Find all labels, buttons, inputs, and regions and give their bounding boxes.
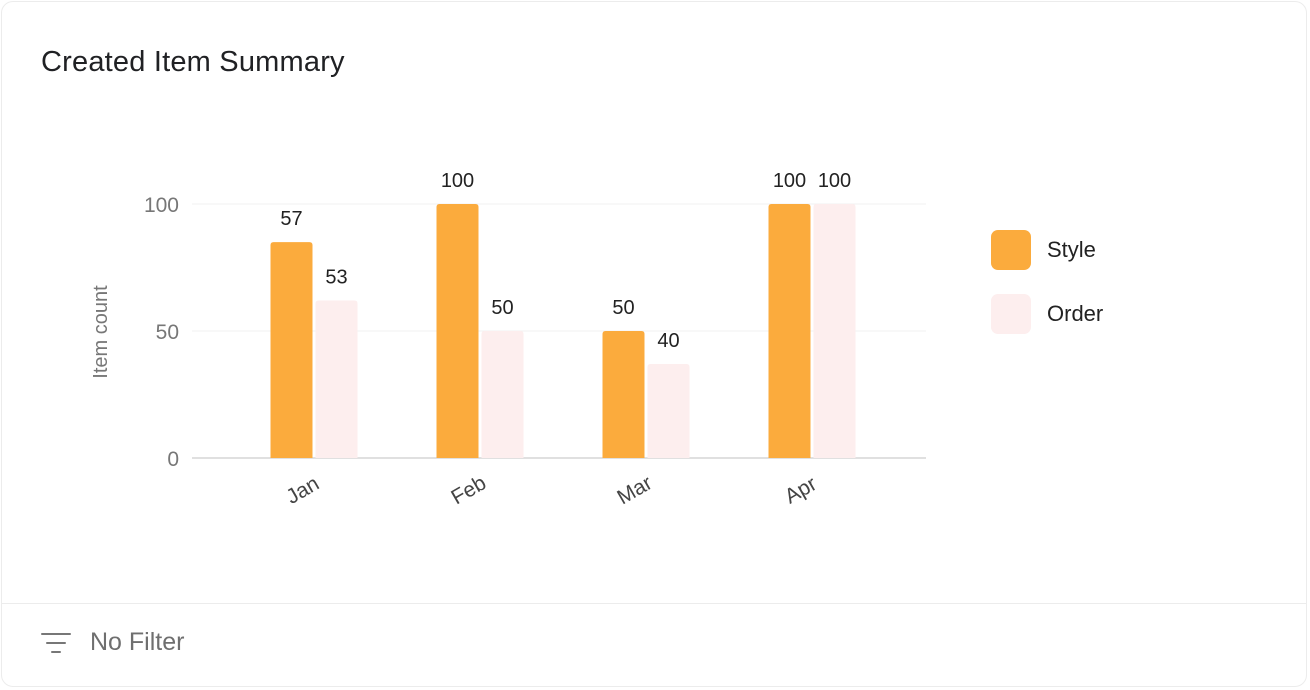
data-label-order-jan: 53	[325, 267, 347, 289]
legend-swatch-style	[991, 230, 1031, 270]
legend-swatch-order	[991, 294, 1031, 334]
filter-button[interactable]: No Filter	[40, 628, 184, 657]
x-tick-label-feb: Feb	[447, 471, 490, 509]
y-tick-label: 0	[167, 448, 179, 471]
bar-order-jan	[315, 300, 358, 458]
data-label-order-mar: 40	[657, 330, 679, 352]
data-label-style-mar: 50	[612, 297, 634, 319]
legend-item-style[interactable]: Style	[991, 230, 1103, 270]
filter-label: No Filter	[90, 628, 185, 656]
bar-style-apr	[768, 204, 811, 458]
filter-lines-icon	[41, 632, 71, 653]
legend-item-order[interactable]: Order	[991, 294, 1103, 334]
y-axis-title: Item count	[90, 285, 112, 379]
x-tick-label-apr: Apr	[781, 472, 821, 508]
bar-style-jan	[270, 242, 313, 458]
legend-label-order: Order	[1047, 301, 1104, 326]
chart-legend: Style Order	[991, 230, 1103, 358]
data-label-order-apr: 100	[818, 170, 851, 192]
card-title: Created Item Summary	[41, 46, 345, 78]
bar-style-mar	[602, 331, 645, 458]
x-tick-label-mar: Mar	[613, 471, 656, 509]
data-label-style-apr: 100	[773, 170, 806, 192]
bar-order-mar	[647, 364, 690, 458]
bar-order-apr	[813, 204, 856, 458]
card-footer: No Filter	[2, 603, 1306, 686]
data-label-order-feb: 50	[491, 297, 513, 319]
data-label-style-jan: 57	[280, 208, 302, 230]
legend-label-style: Style	[1047, 237, 1096, 262]
bar-chart: 0 50 100 Item count 57 53 Jan 100 50 Feb 50 40 Mar 10…	[90, 170, 926, 509]
bar-style-feb	[436, 204, 479, 458]
y-tick-label: 50	[156, 321, 179, 344]
bar-order-feb	[481, 331, 524, 458]
y-tick-label: 100	[144, 194, 179, 217]
x-tick-label-jan: Jan	[282, 472, 323, 509]
data-label-style-feb: 100	[441, 170, 474, 192]
